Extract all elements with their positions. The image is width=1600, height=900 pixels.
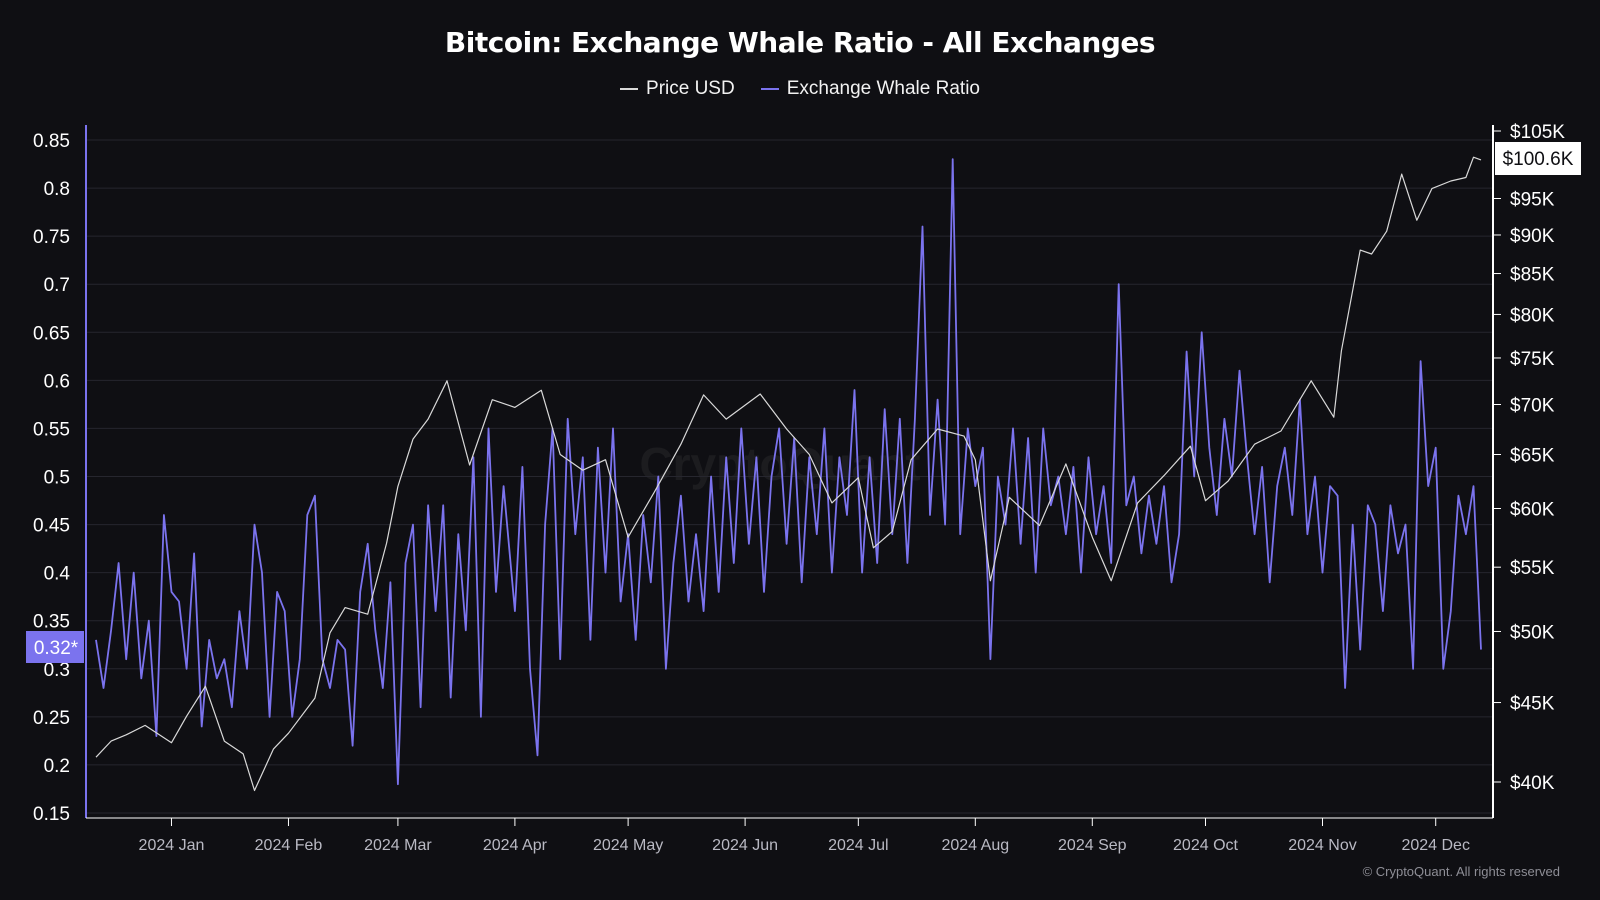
right-tick-label: $45K <box>1510 694 1555 715</box>
right-current-value: $100.6K <box>1503 149 1574 170</box>
legend: Price USD Exchange Whale Ratio <box>0 78 1600 100</box>
legend-item-whale-ratio[interactable]: Exchange Whale Ratio <box>760 78 980 100</box>
right-axis-ticks: $105K $95K $90K $85K $80K $75K $70K $65K $60K $55… <box>1493 122 1565 794</box>
x-tick-label: 2024 Mar <box>364 837 432 854</box>
left-current-value: 0.32* <box>34 638 79 659</box>
left-tick-label: 0.55 <box>33 419 70 440</box>
right-tick-label: $90K <box>1510 226 1555 247</box>
copyright-text: © CryptoQuant. All rights reserved <box>1362 864 1560 879</box>
left-tick-label: 0.5 <box>44 468 70 489</box>
left-tick-label: 0.45 <box>33 516 70 537</box>
right-tick-label: $70K <box>1510 396 1555 417</box>
right-tick-label: $105K <box>1510 122 1565 143</box>
series-line-exchange-whale-ratio[interactable] <box>95 158 1482 786</box>
left-current-marker: 0.32* <box>26 631 84 663</box>
right-tick-label: $95K <box>1510 190 1555 211</box>
legend-item-price[interactable]: Price USD <box>620 78 735 100</box>
right-tick-label: $50K <box>1510 622 1555 643</box>
right-tick-label: $80K <box>1510 305 1555 326</box>
legend-label-whale-ratio: Exchange Whale Ratio <box>786 78 980 99</box>
left-tick-label: 0.3 <box>44 660 70 681</box>
right-tick-label: $75K <box>1510 349 1555 370</box>
right-current-marker: $100.6K <box>1495 142 1581 175</box>
x-tick-label: 2024 Jul <box>828 837 889 854</box>
x-tick-label: 2024 Dec <box>1401 837 1470 854</box>
x-tick-label: 2024 Jun <box>712 837 778 854</box>
whale-ratio-swatch-icon <box>760 88 779 90</box>
right-tick-label: $65K <box>1510 445 1555 466</box>
legend-label-price: Price USD <box>646 78 735 99</box>
left-tick-label: 0.2 <box>44 756 70 777</box>
left-tick-label: 0.6 <box>44 371 70 392</box>
left-tick-label: 0.8 <box>44 179 70 200</box>
right-tick-label: $60K <box>1510 499 1555 520</box>
left-tick-label: 0.7 <box>44 275 70 296</box>
x-tick-label: 2024 Aug <box>941 837 1009 854</box>
x-tick-label: 2024 May <box>593 837 663 854</box>
right-tick-label: $40K <box>1510 773 1555 794</box>
right-tick-label: $85K <box>1510 265 1555 286</box>
x-tick-label: 2024 Oct <box>1173 837 1238 854</box>
x-axis-ticks: 2024 Jan 2024 Feb 2024 Mar 2024 Apr 2024 May… <box>139 818 1470 854</box>
left-tick-label: 0.4 <box>44 564 71 585</box>
x-tick-label: 2024 Apr <box>483 837 548 854</box>
x-tick-label: 2024 Nov <box>1288 837 1357 854</box>
left-tick-label: 0.85 <box>33 131 70 152</box>
x-tick-label: 2024 Sep <box>1058 837 1127 854</box>
left-tick-label: 0.25 <box>33 708 70 729</box>
chart-title: Bitcoin: Exchange Whale Ratio - All Exch… <box>444 26 1156 59</box>
left-tick-label: 0.35 <box>33 612 70 633</box>
x-tick-label: 2024 Jan <box>139 837 205 854</box>
left-tick-label: 0.75 <box>33 227 70 248</box>
right-tick-label: $55K <box>1510 558 1555 579</box>
series-line-price-usd[interactable] <box>95 156 1482 792</box>
grid-lines <box>86 139 1493 814</box>
left-tick-label: 0.15 <box>33 804 70 825</box>
price-swatch-icon <box>620 88 639 90</box>
left-axis-ticks: 0.15 0.2 0.25 0.3 0.35 0.4 0.45 0.5 0.55 0.6 0.65 0… <box>33 131 70 825</box>
left-tick-label: 0.65 <box>33 323 70 344</box>
x-tick-label: 2024 Feb <box>255 837 323 854</box>
